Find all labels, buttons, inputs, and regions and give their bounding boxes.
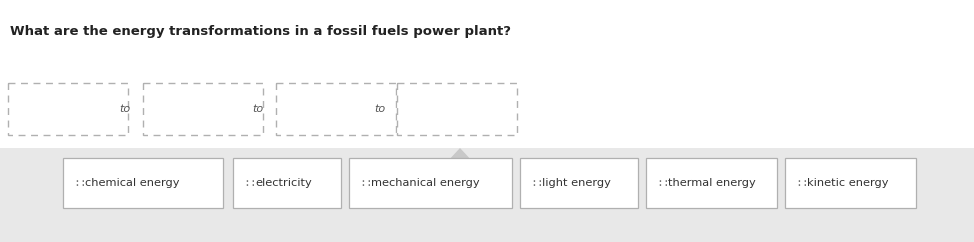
- Text: thermal energy: thermal energy: [668, 178, 756, 188]
- Bar: [233, 158, 341, 208]
- Bar: [0, 148, 974, 242]
- Text: to: to: [374, 104, 385, 114]
- Bar: [143, 83, 263, 135]
- Text: What are the energy transformations in a fossil fuels power plant?: What are the energy transformations in a…: [10, 25, 511, 38]
- Bar: [276, 83, 396, 135]
- Text: ::: ::: [795, 178, 808, 188]
- Bar: [63, 158, 223, 208]
- Text: electricity: electricity: [255, 178, 312, 188]
- Text: chemical energy: chemical energy: [85, 178, 179, 188]
- Bar: [8, 83, 128, 135]
- Text: mechanical energy: mechanical energy: [371, 178, 479, 188]
- Text: to: to: [119, 104, 130, 114]
- Polygon shape: [446, 148, 474, 163]
- Bar: [646, 158, 777, 208]
- Text: ::: ::: [73, 178, 87, 188]
- Text: ::: ::: [243, 178, 257, 188]
- Bar: [397, 83, 517, 135]
- Text: ::: ::: [530, 178, 543, 188]
- Text: light energy: light energy: [542, 178, 611, 188]
- Text: to: to: [252, 104, 263, 114]
- Text: kinetic energy: kinetic energy: [807, 178, 888, 188]
- Bar: [349, 158, 512, 208]
- Bar: [520, 158, 638, 208]
- Text: ::: ::: [656, 178, 670, 188]
- Text: ::: ::: [359, 178, 373, 188]
- Bar: [785, 158, 916, 208]
